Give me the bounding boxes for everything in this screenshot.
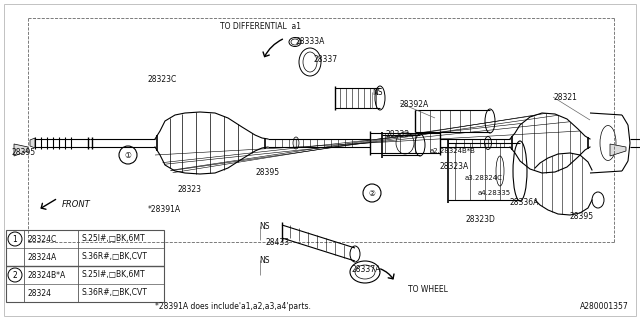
Text: 28323A: 28323A (440, 162, 469, 171)
Text: ①: ① (125, 150, 131, 159)
Text: 28323: 28323 (178, 185, 202, 194)
Text: NS: NS (372, 88, 383, 97)
Text: a4.28335: a4.28335 (478, 190, 511, 196)
Circle shape (119, 146, 137, 164)
Text: 28333A: 28333A (295, 37, 324, 46)
Circle shape (363, 184, 381, 202)
Ellipse shape (291, 39, 299, 45)
Text: 28392A: 28392A (400, 100, 429, 109)
Text: 28433: 28433 (266, 238, 290, 247)
Polygon shape (610, 144, 626, 156)
Text: a2.28324B*B: a2.28324B*B (430, 148, 476, 154)
Text: 28323C: 28323C (148, 75, 177, 84)
Text: 2: 2 (13, 270, 17, 279)
Text: 28333: 28333 (385, 130, 409, 139)
Text: 28321: 28321 (553, 93, 577, 102)
Text: 28395: 28395 (570, 212, 594, 221)
Text: TO WHEEL: TO WHEEL (408, 285, 448, 294)
Text: S.25I#,□BK,6MT: S.25I#,□BK,6MT (81, 270, 145, 279)
Text: a3.28324C: a3.28324C (465, 175, 503, 181)
Text: TO DIFFERENTIAL  a1: TO DIFFERENTIAL a1 (220, 22, 301, 31)
Circle shape (8, 268, 22, 282)
Ellipse shape (293, 137, 299, 149)
Circle shape (8, 232, 22, 246)
Text: S.25I#,□BK,6MT: S.25I#,□BK,6MT (81, 235, 145, 244)
Bar (6, 230, 164, 302)
Ellipse shape (303, 52, 317, 72)
Text: *28391A: *28391A (148, 205, 181, 214)
Polygon shape (14, 144, 28, 156)
Text: 28324C: 28324C (27, 235, 56, 244)
Text: NS: NS (259, 222, 269, 231)
Text: ②: ② (369, 188, 376, 197)
Polygon shape (30, 138, 35, 148)
Text: 1: 1 (13, 235, 17, 244)
Text: S.36R#,□BK,CVT: S.36R#,□BK,CVT (81, 289, 147, 298)
Text: 28395: 28395 (12, 148, 36, 157)
Text: 28323D: 28323D (465, 215, 495, 224)
Text: 28395: 28395 (256, 168, 280, 177)
Text: *28391A does include'a1,a2,a3,a4'parts.: *28391A does include'a1,a2,a3,a4'parts. (155, 302, 311, 311)
Text: 28337: 28337 (313, 55, 337, 64)
Ellipse shape (355, 265, 375, 279)
Text: A280001357: A280001357 (580, 302, 628, 311)
Text: 28324B*A: 28324B*A (27, 270, 65, 279)
Text: S.36R#,□BK,CVT: S.36R#,□BK,CVT (81, 252, 147, 261)
Text: 28336A: 28336A (510, 198, 540, 207)
Text: NS: NS (259, 256, 269, 265)
Text: 28324: 28324 (27, 289, 51, 298)
Ellipse shape (484, 137, 492, 149)
Text: 28324A: 28324A (27, 252, 56, 261)
Text: FRONT: FRONT (62, 200, 91, 209)
Text: 28337A: 28337A (352, 265, 381, 274)
